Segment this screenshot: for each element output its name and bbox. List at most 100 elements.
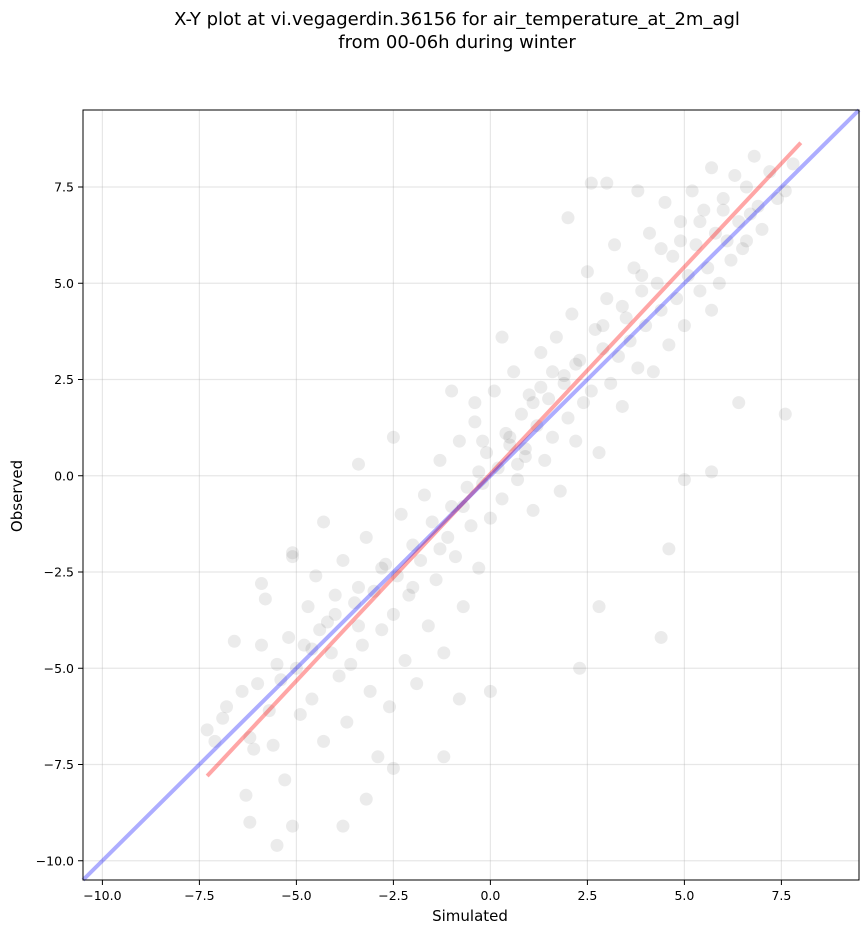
scatter-point — [732, 396, 746, 410]
scatter-point — [286, 546, 300, 560]
scatter-point — [433, 453, 447, 467]
scatter-point — [511, 457, 525, 471]
scatter-point — [270, 657, 284, 671]
y-tick-label: −5.0 — [44, 661, 74, 676]
scatter-point — [654, 303, 668, 317]
scatter-point — [390, 569, 404, 583]
scatter-point — [569, 434, 583, 448]
scatter-point — [584, 384, 598, 398]
scatter-point — [635, 269, 649, 283]
scatter-point — [662, 542, 676, 556]
scatter-point — [282, 630, 296, 644]
scatter-point — [483, 511, 497, 525]
scatter-point — [262, 704, 276, 718]
scatter-point — [739, 234, 753, 248]
scatter-point — [456, 600, 470, 614]
scatter-point — [243, 815, 257, 829]
scatter-point — [220, 700, 234, 714]
scatter-point — [491, 461, 505, 475]
scatter-point — [693, 284, 707, 298]
scatter-point — [398, 654, 412, 668]
scatter-point — [499, 426, 513, 440]
scatter-point — [716, 203, 730, 217]
scatter-point — [200, 723, 214, 737]
scatter-point — [739, 180, 753, 194]
scatter-point — [561, 211, 575, 225]
scatter-point — [472, 561, 486, 575]
scatter-point — [270, 838, 284, 852]
scatter-point — [406, 580, 420, 594]
scatter-point — [549, 330, 563, 344]
scatter-point — [538, 453, 552, 467]
x-tick-label: 7.5 — [771, 888, 791, 903]
scatter-point — [336, 553, 350, 567]
scatter-point — [600, 176, 614, 190]
scatter-point — [445, 384, 459, 398]
scatter-point — [456, 500, 470, 514]
x-tick-label: 0.0 — [480, 888, 500, 903]
scatter-point — [720, 234, 734, 248]
x-tick-label: −10.0 — [83, 888, 121, 903]
grid-lines — [83, 110, 859, 880]
scatter-point — [623, 334, 637, 348]
scatter-point — [522, 388, 536, 402]
scatter-point — [545, 365, 559, 379]
scatter-point — [386, 761, 400, 775]
scatter-point — [534, 380, 548, 394]
scatter-point — [530, 419, 544, 433]
scatter-point — [359, 530, 373, 544]
scatter-point — [736, 242, 750, 256]
scatter-point — [386, 607, 400, 621]
scatter-point — [728, 168, 742, 182]
scatter-point — [518, 442, 532, 456]
scatter-point — [487, 384, 501, 398]
scatter-point — [685, 184, 699, 198]
x-tick-label: 5.0 — [674, 888, 694, 903]
scatter-point — [468, 415, 482, 429]
scatter-point — [286, 550, 300, 564]
scatter-point — [619, 311, 633, 325]
one-to-one-line — [81, 108, 861, 882]
scatter-point — [448, 550, 462, 564]
y-axis-ticks: −10.0 −7.5 −5.0 −2.5 0.0 2.5 5.0 7.5 — [36, 180, 83, 868]
y-tick-label: −10.0 — [36, 853, 74, 868]
scatter-point — [437, 646, 451, 660]
y-tick-label: 0.0 — [54, 468, 74, 483]
scatter-point — [480, 446, 494, 460]
scatter-point — [351, 580, 365, 594]
scatter-point — [266, 738, 280, 752]
y-tick-label: 2.5 — [54, 372, 74, 387]
scatter-point — [472, 465, 486, 479]
scatter-point — [650, 276, 664, 290]
scatter-point — [216, 711, 230, 725]
scatter-point — [402, 588, 416, 602]
reference-lines — [81, 108, 861, 882]
scatter-point — [328, 607, 342, 621]
scatter-point — [596, 342, 610, 356]
scatter-point — [495, 492, 509, 506]
scatter-point — [301, 600, 315, 614]
scatter-point — [429, 573, 443, 587]
scatter-point — [355, 638, 369, 652]
scatter-point — [243, 731, 257, 745]
scatter-point — [670, 292, 684, 306]
scatter-point — [580, 265, 594, 279]
scatter-point — [359, 792, 373, 806]
scatter-point — [534, 346, 548, 360]
chart-title: X-Y plot at vi.vegagerdin.36156 for air_… — [174, 9, 740, 30]
scatter-point — [437, 750, 451, 764]
scatter-point — [375, 561, 389, 575]
scatter-point — [332, 669, 346, 683]
scatter-point — [743, 207, 757, 221]
scatter-point — [289, 661, 303, 675]
scatter-point — [503, 430, 517, 444]
scatter-point — [724, 253, 738, 267]
scatter-point — [445, 500, 459, 514]
scatter-point — [344, 657, 358, 671]
scatter-point — [557, 369, 571, 383]
scatter-point — [460, 480, 474, 494]
x-axis-ticks: −10.0 −7.5 −5.0 −2.5 0.0 2.5 5.0 7.5 — [83, 880, 791, 903]
x-axis-label: Simulated — [432, 907, 508, 925]
scatter-point — [654, 630, 668, 644]
scatter-point — [693, 215, 707, 229]
